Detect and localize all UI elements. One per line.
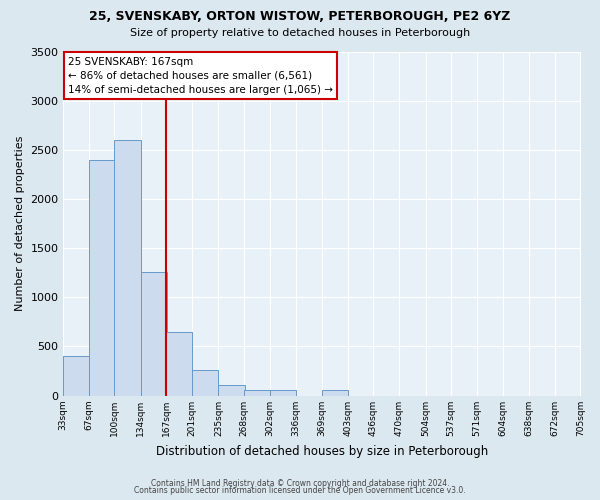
Text: Contains public sector information licensed under the Open Government Licence v3: Contains public sector information licen… (134, 486, 466, 495)
Bar (218, 386, 245, 396)
Bar (244, 390, 270, 396)
Text: Contains HM Land Registry data © Crown copyright and database right 2024.: Contains HM Land Registry data © Crown c… (151, 478, 449, 488)
Text: 25 SVENSKABY: 167sqm
← 86% of detached houses are smaller (6,561)
14% of semi-de: 25 SVENSKABY: 167sqm ← 86% of detached h… (68, 56, 333, 94)
Bar (192, 370, 218, 396)
Bar (166, 332, 192, 396)
Bar (89, 160, 115, 396)
Bar (322, 390, 348, 396)
Bar (115, 140, 140, 396)
Text: 25, SVENSKABY, ORTON WISTOW, PETERBOROUGH, PE2 6YZ: 25, SVENSKABY, ORTON WISTOW, PETERBOROUG… (89, 10, 511, 23)
Bar (140, 272, 167, 396)
Text: Size of property relative to detached houses in Peterborough: Size of property relative to detached ho… (130, 28, 470, 38)
Y-axis label: Number of detached properties: Number of detached properties (15, 136, 25, 311)
Bar (270, 390, 296, 396)
X-axis label: Distribution of detached houses by size in Peterborough: Distribution of detached houses by size … (155, 444, 488, 458)
Bar (63, 356, 89, 396)
